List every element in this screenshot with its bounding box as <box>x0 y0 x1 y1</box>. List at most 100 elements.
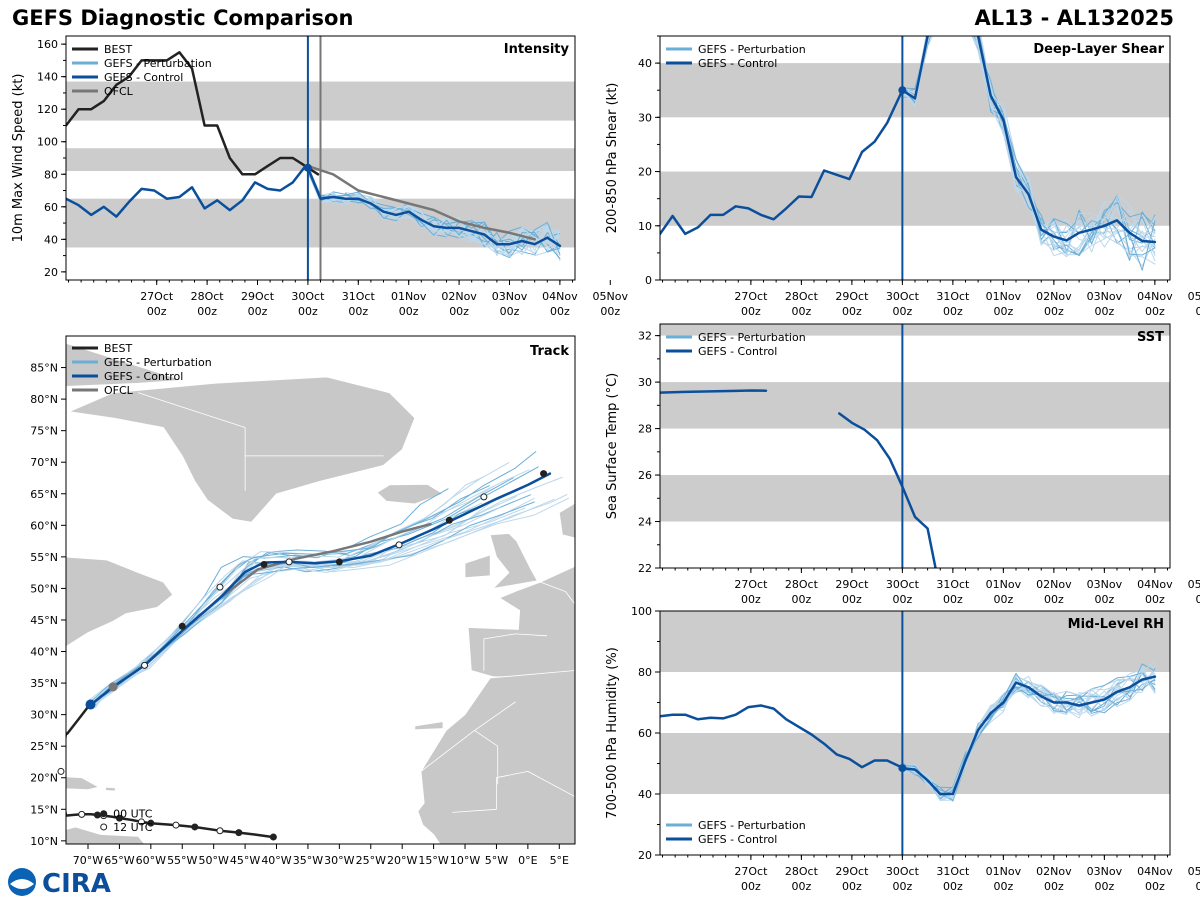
init-position-marker <box>85 699 96 710</box>
lat-tick-label: 10°N <box>30 835 58 848</box>
x-tick-hour-label: 00z <box>943 305 963 318</box>
x-tick-day-label: 30Oct <box>886 865 920 878</box>
x-tick-hour-label: 00z <box>1195 305 1200 318</box>
x-tick-hour-label: 00z <box>1044 593 1064 606</box>
y-tick-label: 20 <box>638 849 652 862</box>
perturbation-track-21 <box>91 451 537 707</box>
land-ireland <box>464 554 491 579</box>
x-tick-hour-label: 00z <box>1044 880 1064 893</box>
sst-panel: 22 24 26 28 30 32 27Oct 00z 28Oct 00z 29Oct 00z 30Oc… <box>605 323 1200 606</box>
track-panel: 10°N 15°N 20°N 25°N 30°N 35°N 40°N 45°N 50°N 55°N… <box>30 335 576 867</box>
x-tick-day-label: 31Oct <box>936 865 970 878</box>
y-tick-label: 80 <box>638 666 652 679</box>
y-tick-label: 40 <box>638 788 652 801</box>
x-tick-hour-label: 00z <box>1145 305 1165 318</box>
control-line-segment-0 <box>660 389 768 394</box>
land-greenland <box>67 376 416 523</box>
land-south-america <box>66 826 146 844</box>
x-tick-hour-label: 00z <box>741 880 761 893</box>
legend-label: GEFS - Perturbation <box>104 57 212 70</box>
x-tick-day-label: 03Nov <box>1087 290 1123 303</box>
plot-frame <box>659 323 1171 569</box>
land-puerto-rico <box>105 786 117 792</box>
perturbation-line-15 <box>901 663 1156 802</box>
lat-tick-label: 50°N <box>30 582 58 595</box>
x-tick-day-label: 04Nov <box>1137 290 1173 303</box>
perturbation-line-16 <box>901 36 1156 253</box>
best-marker-12utc <box>216 827 224 835</box>
lat-tick-label: 70°N <box>30 456 58 469</box>
threshold-band-0 <box>660 733 1170 794</box>
control-marker-00utc <box>445 516 453 524</box>
y-tick-label: 30 <box>638 376 652 389</box>
x-tick-day-label: 02Nov <box>1036 290 1072 303</box>
track-legend-label: BEST <box>104 342 132 355</box>
y-tick-label: 10 <box>638 220 652 233</box>
panel-title: Deep-Layer Shear <box>1033 42 1164 57</box>
y-tick-label: 20 <box>638 166 652 179</box>
x-tick-hour-label: 00z <box>1044 305 1064 318</box>
x-tick-hour-label: 00z <box>842 593 862 606</box>
x-tick-day-label: 27Oct <box>734 578 768 591</box>
best-marker-00utc <box>235 829 243 837</box>
perturbation-line-17 <box>901 36 1156 253</box>
x-tick-day-label: 04Nov <box>542 290 578 303</box>
x-tick-hour-label: 00z <box>1094 880 1114 893</box>
y-axis-label: 10m Max Wind Speed (kt) <box>11 74 26 243</box>
y-tick-label: 24 <box>638 516 652 529</box>
storm-id-title: AL13 - AL132025 <box>974 6 1175 30</box>
x-tick-hour-label: 00z <box>842 880 862 893</box>
x-tick-hour-label: 00z <box>348 305 368 318</box>
x-tick-hour-label: 00z <box>943 593 963 606</box>
x-tick-day-label: 31Oct <box>342 290 376 303</box>
shear-panel: 0 10 20 30 40 27Oct 00z 28Oct 00z 29Oct 00z 30Oct 00… <box>605 35 1200 318</box>
x-tick-hour-label: 00z <box>1145 880 1165 893</box>
x-tick-day-label: 05Nov <box>1188 290 1200 303</box>
legend-label: GEFS - Control <box>104 71 183 84</box>
legend-label: GEFS - Control <box>698 345 777 358</box>
x-tick-day-label: 30Oct <box>291 290 325 303</box>
x-tick-hour-label: 00z <box>1145 593 1165 606</box>
control-marker-12utc <box>216 583 224 591</box>
legend-label: GEFS - Perturbation <box>698 819 806 832</box>
ofcl-line <box>306 164 536 241</box>
rh-panel: 20 40 60 80 100 27Oct 00z 28Oct 00z 29Oct 00z 30Oct… <box>605 605 1200 893</box>
lat-tick-label: 55°N <box>30 551 58 564</box>
y-tick-label: 40 <box>638 57 652 70</box>
best-marker-00utc <box>115 814 123 822</box>
x-tick-hour-label: 00z <box>892 305 912 318</box>
lon-tick-label: 20°W <box>387 854 417 867</box>
best-marker-12utc <box>172 821 180 829</box>
x-tick-hour-label: 00z <box>741 305 761 318</box>
x-tick-hour-label: 00z <box>993 593 1013 606</box>
page-title: GEFS Diagnostic Comparison <box>12 6 354 30</box>
lon-tick-label: 70°W <box>73 854 103 867</box>
lon-tick-label: 0°E <box>518 854 537 867</box>
lat-tick-label: 80°N <box>30 393 58 406</box>
perturbation-line-6 <box>901 36 1156 256</box>
x-tick-hour-label: 00z <box>791 880 811 893</box>
x-tick-day-label: 05Nov <box>593 290 629 303</box>
y-tick-label: 60 <box>638 727 652 740</box>
border-line-greenland <box>137 392 246 491</box>
legend-label: OFCL <box>104 85 134 98</box>
x-tick-hour-label: 00z <box>1094 593 1114 606</box>
x-tick-day-label: 28Oct <box>785 578 819 591</box>
legend-label: GEFS - Perturbation <box>698 331 806 344</box>
track-legend-label: GEFS - Perturbation <box>104 356 212 369</box>
x-tick-hour-label: 00z <box>298 305 318 318</box>
lon-tick-label: 5°W <box>485 854 508 867</box>
init-marker <box>898 86 907 95</box>
x-tick-hour-label: 00z <box>993 305 1013 318</box>
x-tick-hour-label: 00z <box>892 593 912 606</box>
lat-tick-label: 65°N <box>30 488 58 501</box>
y-tick-label: 0 <box>645 274 652 287</box>
lon-tick-label: 25°W <box>356 854 386 867</box>
control-marker-00utc <box>335 558 343 566</box>
y-tick-label: 28 <box>638 423 652 436</box>
x-tick-hour-label: 00z <box>600 305 620 318</box>
lat-tick-label: 75°N <box>30 425 58 438</box>
legend-label: GEFS - Control <box>698 57 777 70</box>
control-marker-12utc <box>141 661 149 669</box>
land-norway <box>558 502 575 539</box>
